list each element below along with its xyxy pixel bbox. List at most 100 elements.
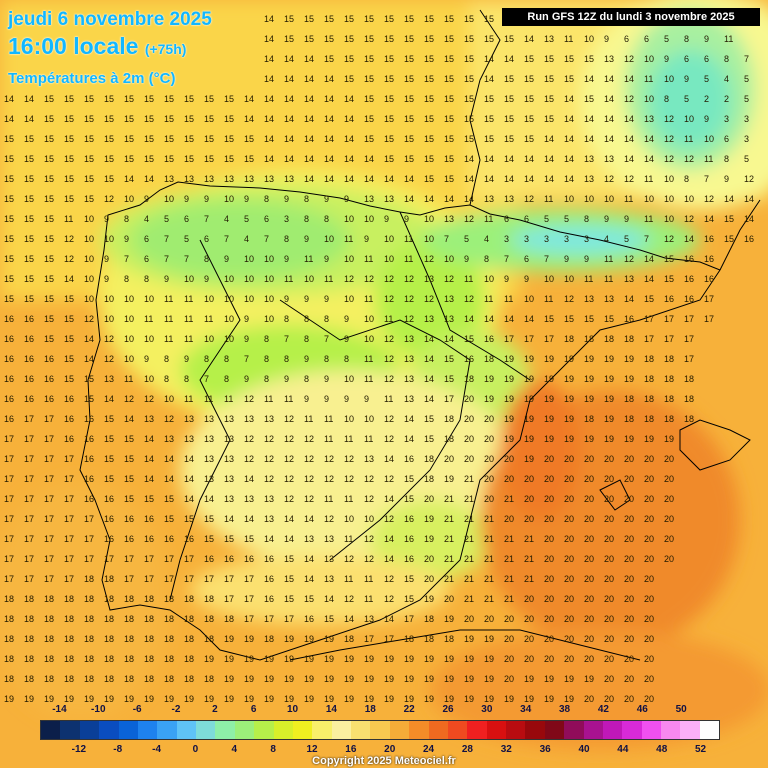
grid-value: 12	[304, 494, 314, 504]
grid-value: 15	[344, 54, 354, 64]
grid-value: 15	[64, 174, 74, 184]
grid-value: 15	[204, 514, 214, 524]
grid-value: 12	[444, 274, 454, 284]
grid-value: 20	[604, 674, 614, 684]
grid-value: 16	[684, 254, 694, 264]
grid-value: 13	[604, 294, 614, 304]
grid-value: 9	[104, 214, 109, 224]
grid-value: 9	[604, 34, 609, 44]
grid-value: 15	[84, 94, 94, 104]
grid-value: 18	[4, 614, 14, 624]
grid-value: 15	[164, 94, 174, 104]
grid-value: 18	[184, 634, 194, 644]
grid-value: 9	[624, 214, 629, 224]
grid-value: 18	[204, 634, 214, 644]
grid-value: 15	[424, 154, 434, 164]
grid-value: 15	[24, 234, 34, 244]
grid-value: 15	[664, 274, 674, 284]
grid-value: 18	[4, 594, 14, 604]
grid-value: 19	[644, 434, 654, 444]
grid-value: 11	[644, 214, 653, 224]
grid-value: 20	[544, 514, 554, 524]
grid-value: 20	[444, 594, 454, 604]
grid-value: 10	[244, 274, 254, 284]
grid-value: 10	[344, 294, 354, 304]
legend-tick-label: 46	[636, 704, 648, 715]
grid-value: 8	[224, 354, 229, 364]
grid-value: 13	[184, 414, 194, 424]
grid-value: 18	[144, 634, 154, 644]
grid-value: 15	[24, 134, 34, 144]
grid-value: 14	[284, 114, 294, 124]
grid-value: 17	[4, 574, 14, 584]
grid-value: 19	[164, 694, 174, 704]
grid-value: 11	[164, 334, 173, 344]
grid-value: 16	[44, 374, 54, 384]
grid-value: 20	[624, 694, 634, 704]
grid-value: 9	[104, 254, 109, 264]
grid-value: 16	[744, 234, 754, 244]
grid-value: 11	[144, 314, 153, 324]
grid-value: 20	[544, 494, 554, 504]
grid-value: 19	[544, 694, 554, 704]
grid-value: 20	[564, 454, 574, 464]
grid-value: 10	[304, 274, 314, 284]
grid-value: 8	[264, 354, 269, 364]
grid-value: 14	[304, 514, 314, 524]
grid-value: 10	[524, 294, 534, 304]
grid-value: 7	[164, 254, 169, 264]
grid-value: 15	[584, 54, 594, 64]
grid-value: 15	[164, 514, 174, 524]
grid-value: 9	[344, 334, 349, 344]
grid-value: 15	[364, 54, 374, 64]
grid-value: 16	[304, 614, 314, 624]
grid-value: 14	[484, 54, 494, 64]
grid-value: 15	[484, 134, 494, 144]
grid-value: 18	[144, 614, 154, 624]
grid-value: 18	[124, 654, 134, 664]
grid-value: 17	[84, 534, 94, 544]
grid-value: 18	[84, 614, 94, 624]
grid-value: 13	[244, 414, 254, 424]
grid-value: 14	[384, 534, 394, 544]
grid-value: 15	[404, 114, 414, 124]
grid-value: 18	[644, 394, 654, 404]
grid-value: 18	[24, 634, 34, 644]
grid-value: 9	[124, 234, 129, 244]
grid-value: 19	[524, 414, 534, 424]
grid-value: 19	[464, 654, 474, 664]
grid-value: 16	[24, 394, 34, 404]
grid-value: 20	[584, 474, 594, 484]
grid-value: 15	[44, 294, 54, 304]
grid-value: 19	[524, 354, 534, 364]
grid-value: 14	[564, 174, 574, 184]
grid-value: 15	[64, 334, 74, 344]
grid-value: 3	[744, 134, 749, 144]
grid-value: 15	[244, 134, 254, 144]
grid-value: 19	[344, 674, 354, 684]
grid-value: 20	[584, 494, 594, 504]
grid-value: 15	[384, 154, 394, 164]
grid-value: 6	[264, 214, 269, 224]
grid-value: 10	[264, 254, 274, 264]
grid-value: 14	[384, 614, 394, 624]
grid-value: 15	[384, 74, 394, 84]
grid-value: 20	[544, 454, 554, 464]
color-swatch	[99, 721, 119, 739]
grid-value: 10	[124, 294, 134, 304]
grid-value: 8	[304, 374, 309, 384]
copyright: Copyright 2025 Meteociel.fr	[312, 755, 456, 767]
grid-value: 20	[624, 534, 634, 544]
grid-value: 13	[224, 414, 234, 424]
grid-value: 14	[264, 34, 274, 44]
grid-value: 17	[4, 474, 14, 484]
grid-value: 17	[104, 554, 114, 564]
grid-value: 19	[504, 374, 514, 384]
grid-value: 14	[544, 174, 554, 184]
grid-value: 16	[684, 294, 694, 304]
grid-value: 13	[424, 274, 434, 284]
grid-value: 8	[204, 354, 209, 364]
grid-value: 6	[644, 34, 649, 44]
grid-value: 11	[464, 274, 473, 284]
grid-value: 10	[264, 294, 274, 304]
